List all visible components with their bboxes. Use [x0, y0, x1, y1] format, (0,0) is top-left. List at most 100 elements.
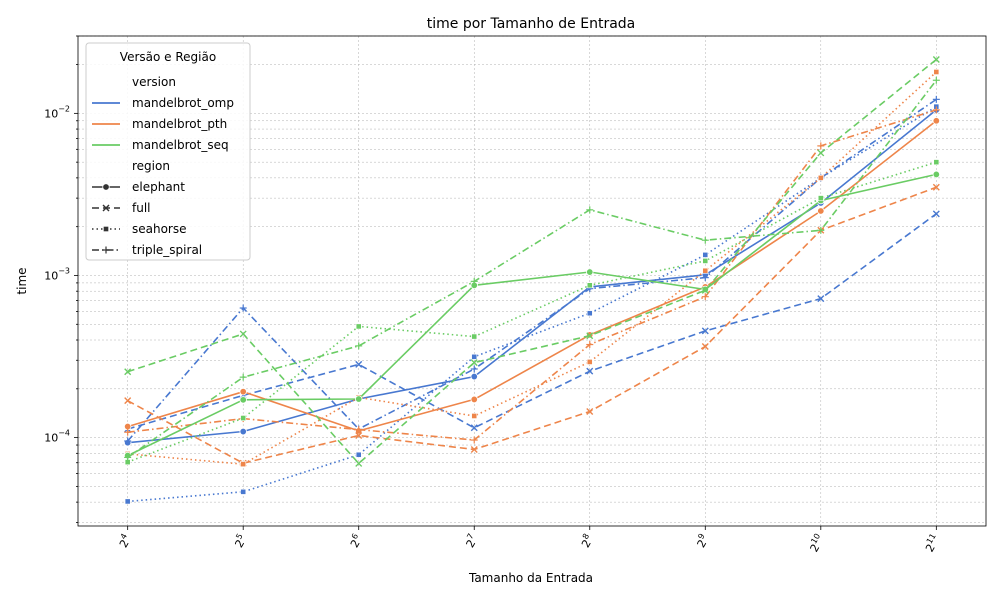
y-axis: 10−4 10−3 10−2	[44, 35, 78, 523]
y-tick-label: 10−3	[44, 266, 70, 282]
data-point	[471, 413, 478, 419]
data-point	[470, 395, 478, 404]
data-point	[701, 286, 709, 294]
data-point	[586, 310, 593, 317]
y-axis-label: time	[15, 267, 29, 294]
data-point	[124, 453, 132, 461]
data-point	[586, 332, 594, 340]
data-point	[932, 210, 940, 218]
data-point	[355, 395, 363, 403]
legend-region-label: full	[132, 201, 151, 215]
data-point	[124, 397, 132, 405]
series-layer	[123, 55, 941, 505]
data-point	[586, 359, 593, 365]
legend-region-label: triple_spiral	[132, 243, 202, 257]
data-point	[586, 282, 593, 289]
series-line	[127, 98, 937, 442]
data-point	[240, 415, 247, 421]
data-point	[817, 174, 824, 181]
data-point	[817, 295, 825, 303]
data-point	[470, 424, 478, 432]
data-point	[239, 387, 247, 396]
data-point	[124, 428, 132, 436]
data-point	[701, 236, 709, 244]
series-line	[127, 213, 937, 430]
data-point	[932, 170, 941, 179]
series-mandelbrot_pth-full	[124, 183, 940, 467]
data-point	[701, 327, 709, 335]
legend-region-header: region	[132, 159, 170, 173]
data-point	[932, 183, 940, 191]
legend-region-marker	[102, 204, 110, 212]
data-point	[701, 293, 709, 301]
data-point	[470, 445, 478, 453]
series-line	[127, 161, 937, 463]
data-point	[933, 69, 940, 75]
data-point	[355, 426, 363, 434]
data-point	[470, 436, 478, 444]
data-point	[817, 149, 825, 157]
data-point	[470, 277, 478, 285]
data-point	[702, 258, 709, 264]
legend-box	[85, 42, 251, 261]
series-line	[127, 173, 937, 457]
data-point	[702, 251, 709, 258]
data-point	[932, 76, 940, 84]
data-point	[240, 461, 247, 468]
series-line	[127, 109, 937, 441]
data-point	[240, 488, 247, 495]
data-point	[355, 459, 363, 467]
series-mandelbrot_seq-full	[124, 55, 940, 467]
data-point	[702, 267, 709, 274]
legend-version-label: mandelbrot_omp	[132, 96, 234, 110]
legend-version-label: mandelbrot_pth	[132, 117, 227, 131]
data-point	[470, 372, 478, 381]
data-point	[933, 159, 940, 166]
data-point	[471, 333, 478, 340]
data-point	[124, 368, 132, 376]
series-mandelbrot_seq-seahorse	[124, 159, 940, 466]
legend: Versão e Região version mandelbrot_ompmand…	[85, 42, 251, 261]
x-axis-label: Tamanho da Entrada	[468, 571, 593, 585]
series-mandelbrot_seq-triple_spiral	[124, 76, 940, 461]
data-point	[355, 342, 363, 350]
legend-region-marker	[103, 226, 109, 232]
data-point	[932, 106, 940, 114]
series-line	[127, 105, 937, 503]
data-point	[701, 274, 709, 282]
data-point	[932, 117, 941, 125]
legend-region-label: seahorse	[132, 222, 187, 236]
chart-title: time por Tamanho de Entrada	[427, 16, 636, 32]
data-point	[470, 359, 478, 367]
data-point	[124, 498, 131, 505]
legend-region-marker	[102, 183, 110, 191]
data-point	[355, 360, 363, 368]
legend-version-label: mandelbrot_seq	[132, 138, 229, 152]
data-point	[586, 341, 594, 349]
data-point	[239, 304, 247, 312]
data-point	[239, 330, 247, 338]
series-line	[127, 58, 937, 465]
data-point	[932, 95, 940, 103]
data-point	[355, 432, 363, 440]
legend-region-marker	[102, 246, 110, 254]
legend-region-label: elephant	[132, 180, 185, 194]
grid	[78, 35, 986, 526]
legend-title: Versão e Região	[120, 50, 216, 64]
data-point	[586, 268, 594, 276]
data-point	[355, 323, 362, 330]
data-point	[239, 427, 247, 436]
data-point	[470, 365, 478, 373]
plot-frame	[77, 35, 987, 527]
data-point	[586, 407, 594, 415]
data-point	[817, 207, 825, 215]
series-mandelbrot_pth-triple_spiral	[124, 106, 940, 444]
series-line	[127, 120, 937, 432]
data-point	[471, 353, 478, 360]
data-point	[586, 206, 594, 214]
y-tick-label: 10−2	[44, 104, 70, 120]
data-point	[701, 342, 709, 350]
data-point	[355, 451, 362, 458]
